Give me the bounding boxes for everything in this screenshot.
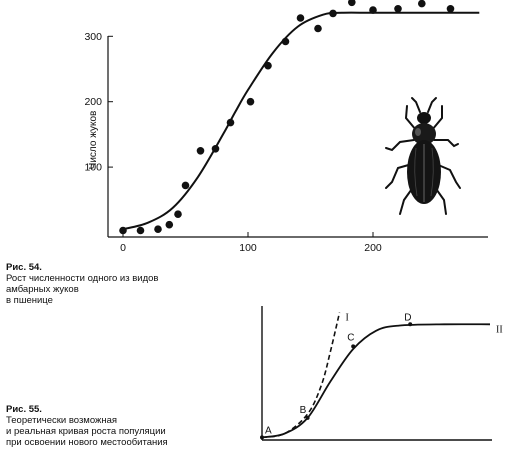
curve-point-marker — [260, 435, 264, 440]
data-point — [394, 5, 402, 13]
data-point — [314, 24, 322, 33]
fitted-growth-curve — [122, 11, 480, 231]
data-point — [446, 5, 455, 13]
curve-point-label: D — [404, 312, 411, 323]
data-point — [281, 37, 290, 46]
data-point — [296, 14, 305, 22]
curve-point-label: C — [347, 332, 354, 343]
figure-55-title: Рис. 55. — [6, 404, 42, 415]
figure-54-caption-line: Рост численности одного из видов — [6, 273, 159, 284]
data-point — [329, 9, 337, 18]
y-axis-title: Число жуков — [88, 111, 99, 170]
figure-55-caption-line: и реальная кривая роста популяции — [6, 426, 166, 437]
real-curve-II — [261, 323, 491, 439]
data-point — [119, 226, 127, 235]
figure-54-caption: Рис. 54. Рост численности одного из видо… — [6, 262, 158, 306]
data-point — [246, 97, 255, 106]
x-tick-label: 0 — [120, 242, 126, 254]
beetle-illustration — [385, 97, 461, 215]
theoretical-curve-I — [261, 312, 341, 439]
y-tick-label: 100 — [84, 162, 102, 174]
data-point — [181, 181, 190, 190]
curve-point-label: A — [265, 425, 272, 436]
data-point — [196, 147, 205, 155]
figure-55-caption-line: при освоении нового местообитания — [6, 437, 168, 448]
figure-55-caption: Рис. 55. Теоретически возможная и реальн… — [6, 404, 168, 448]
data-point — [226, 118, 235, 127]
series-label: II — [496, 324, 503, 335]
figure-54-title: Рис. 54. — [6, 262, 42, 273]
data-point — [165, 220, 174, 229]
data-point — [418, 0, 426, 8]
curve-point-marker — [408, 322, 413, 327]
figure-55-caption-line: Теоретически возможная — [6, 415, 118, 426]
data-point — [264, 61, 272, 70]
data-point — [348, 0, 356, 7]
chart-population-growth: 1002003004000100200Число жуков — [84, 0, 488, 254]
x-tick-label: 100 — [239, 242, 257, 254]
data-point — [369, 6, 377, 14]
data-point — [211, 145, 220, 153]
figure-54-caption-line: амбарных жуков — [6, 284, 79, 295]
data-point — [174, 210, 182, 218]
series-label: I — [346, 313, 349, 324]
curve-point-label: B — [300, 405, 307, 416]
curve-point-marker — [351, 344, 356, 349]
data-point — [136, 226, 145, 235]
y-tick-label: 300 — [84, 31, 102, 43]
x-tick-label: 200 — [364, 242, 382, 254]
y-tick-label: 200 — [84, 96, 102, 108]
figure-54-caption-line: в пшенице — [6, 295, 53, 306]
data-point — [154, 225, 162, 233]
curve-point-marker — [305, 415, 310, 420]
